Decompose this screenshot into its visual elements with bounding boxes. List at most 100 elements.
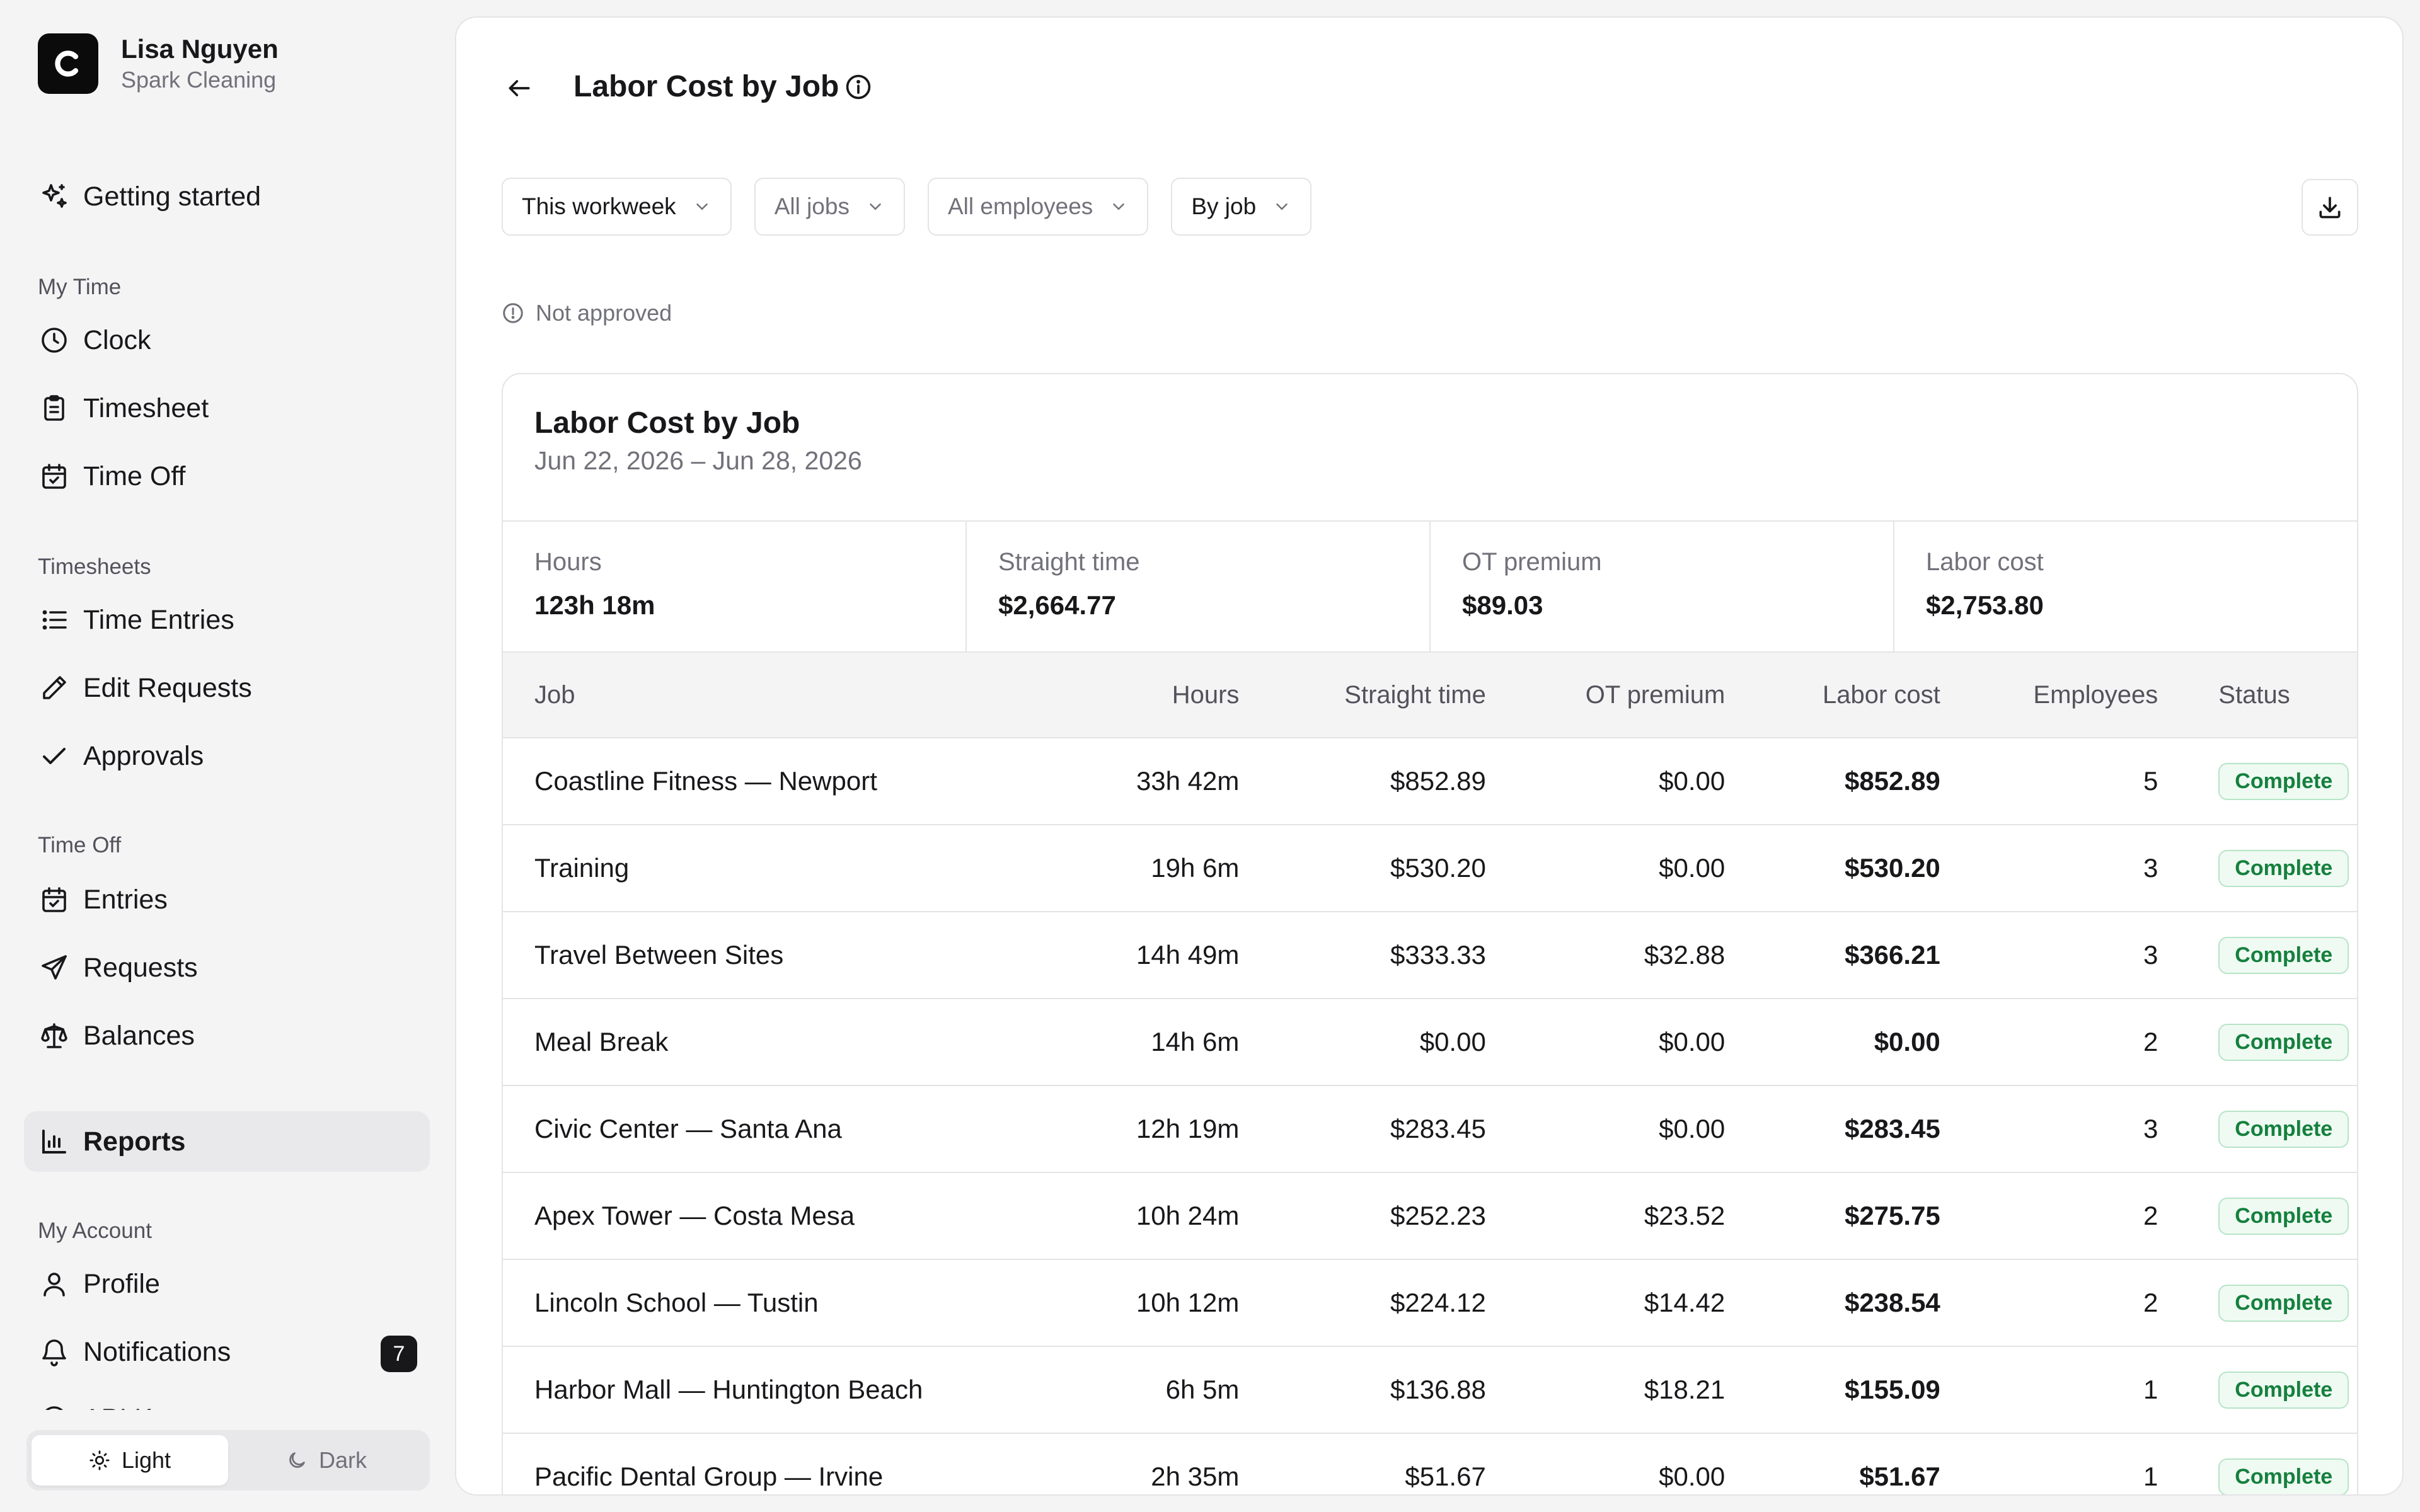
employees-cell: 2 [2143, 1288, 2158, 1317]
ot-premium-cell: $0.00 [1659, 853, 1726, 883]
table-header: Job Hours Straight time OT premium Labor… [503, 651, 2357, 738]
column-header-straight-time[interactable]: Straight time [1344, 680, 1486, 709]
table-row[interactable]: Pacific Dental Group — Irvine 2h 35m $51.6… [503, 1434, 2357, 1494]
table-row[interactable]: Meal Break 14h 6m $0.00 $0.00 $0.00 2 Complete [503, 999, 2357, 1086]
job-cell: Coastline Fitness — Newport [534, 766, 877, 796]
page-title: Labor Cost by Job [573, 70, 839, 103]
summary-label: Hours [534, 548, 602, 576]
theme-dark-button[interactable]: Dark [228, 1435, 425, 1486]
send-icon [38, 951, 71, 984]
nav-label: Requests [83, 952, 198, 983]
employees-cell: 3 [2143, 1114, 2158, 1143]
hours-cell: 14h 6m [1151, 1027, 1240, 1057]
labor-cost-cell: $366.21 [1844, 940, 1940, 970]
info-icon[interactable] [844, 73, 872, 101]
nav-approvals[interactable]: Approvals [24, 726, 430, 786]
status-badge: Complete [2218, 1197, 2349, 1235]
pencil-icon [38, 672, 71, 704]
summary-label: OT premium [1462, 548, 1602, 576]
scale-icon [38, 1019, 71, 1052]
download-button[interactable] [2302, 179, 2358, 236]
nav-entries[interactable]: Entries [24, 869, 430, 930]
column-header-ot-premium[interactable]: OT premium [1585, 680, 1726, 709]
theme-light-button[interactable]: Light [32, 1435, 228, 1486]
nav-balances[interactable]: Balances [24, 1005, 430, 1066]
hours-cell: 33h 42m [1136, 766, 1240, 796]
moon-icon [289, 1452, 305, 1468]
hours-cell: 10h 12m [1136, 1288, 1240, 1317]
period-filter[interactable]: This workweek [502, 178, 732, 236]
straight-time-cell: $252.23 [1390, 1201, 1486, 1230]
column-header-status[interactable]: Status [2218, 680, 2290, 709]
table-row[interactable]: Lincoln School — Tustin 10h 12m $224.12 $14… [503, 1260, 2357, 1347]
straight-time-cell: $136.88 [1390, 1375, 1486, 1404]
hours-cell: 10h 24m [1136, 1201, 1240, 1230]
summary-labor-cost: Labor cost $2,753.80 [1894, 522, 2357, 651]
group-by-filter[interactable]: By job [1171, 178, 1312, 236]
nav-notifications[interactable]: Notifications 7 [24, 1322, 430, 1382]
back-button[interactable] [502, 71, 537, 106]
status-cell: Complete [2158, 762, 2357, 800]
nav-time-entries[interactable]: Time Entries [24, 590, 430, 650]
table-row[interactable]: Apex Tower — Costa Mesa 10h 24m $252.23 $23… [503, 1173, 2357, 1260]
account-switcher[interactable]: Lisa Nguyen Spark Cleaning [38, 33, 279, 94]
straight-time-cell: $333.33 [1390, 940, 1486, 970]
table-row[interactable]: Training 19h 6m $530.20 $0.00 $530.20 3 Comple… [503, 825, 2357, 912]
employees-filter[interactable]: All employees [927, 178, 1149, 236]
summary-value: $89.03 [1462, 590, 1543, 620]
nav-label: API Keys [83, 1404, 195, 1411]
status-cell: Complete [2158, 1197, 2357, 1235]
column-header-labor-cost[interactable]: Labor cost [1823, 680, 1940, 709]
download-icon [2319, 197, 2341, 219]
job-cell: Civic Center — Santa Ana [534, 1114, 842, 1143]
section-time-off: Time Off [38, 833, 122, 857]
nav-label: Balances [83, 1020, 195, 1051]
theme-light-label: Light [121, 1447, 171, 1473]
chevron-down-icon [1113, 203, 1125, 210]
summary-stats: Hours 123h 18m Straight time $2,664.77 O… [503, 520, 2357, 651]
employees-cell: 2 [2143, 1027, 2158, 1057]
nav-clipped-item[interactable]: API Keys [24, 1397, 430, 1410]
nav-timesheet[interactable]: Timesheet [24, 378, 430, 438]
labor-cost-cell: $283.45 [1844, 1114, 1940, 1143]
job-cell: Travel Between Sites [534, 940, 784, 970]
nav-reports[interactable]: Reports [24, 1111, 430, 1172]
job-cell: Apex Tower — Costa Mesa [534, 1201, 855, 1230]
theme-toggle: Light Dark [26, 1430, 430, 1491]
approval-status-text: Not approved [536, 300, 672, 326]
employees-cell: 1 [2143, 1375, 2158, 1404]
nav-profile[interactable]: Profile [24, 1254, 430, 1314]
column-header-employees[interactable]: Employees [2033, 680, 2158, 709]
status-cell: Complete [2158, 1284, 2357, 1322]
status-badge: Complete [2218, 1110, 2349, 1148]
employees-cell: 3 [2143, 940, 2158, 970]
column-header-job[interactable]: Job [534, 680, 575, 709]
table-row[interactable]: Harbor Mall — Huntington Beach 6h 5m $136.… [503, 1347, 2357, 1434]
filter-bar: This workweek All jobs All employees By … [502, 178, 1334, 236]
chevron-down-icon [870, 203, 881, 210]
nav-label: Timesheet [83, 392, 209, 423]
nav-time-off[interactable]: Time Off [24, 446, 430, 507]
status-cell: Complete [2158, 1110, 2357, 1148]
bar-chart-icon [38, 1125, 71, 1158]
bell-icon [38, 1336, 71, 1368]
sun-icon [89, 1450, 110, 1470]
section-timesheets: Timesheets [38, 554, 151, 579]
table-row[interactable]: Travel Between Sites 14h 49m $333.33 $32.88… [503, 912, 2357, 999]
nav-clock[interactable]: Clock [24, 310, 430, 370]
table-row[interactable]: Coastline Fitness — Newport 33h 42m $852.8… [503, 738, 2357, 825]
column-header-hours[interactable]: Hours [1172, 680, 1240, 709]
clock-icon [38, 324, 71, 357]
user-name: Lisa Nguyen [121, 34, 279, 64]
list-icon [38, 604, 71, 636]
nav-edit-requests[interactable]: Edit Requests [24, 658, 430, 718]
nav-getting-started[interactable]: Getting started [24, 166, 430, 227]
nav-requests[interactable]: Requests [24, 937, 430, 998]
main-panel: Labor Cost by Job This workweek All jobs… [455, 16, 2404, 1496]
hours-cell: 2h 35m [1151, 1462, 1240, 1491]
table-row[interactable]: Civic Center — Santa Ana 12h 19m $283.45 $0… [503, 1086, 2357, 1173]
jobs-filter[interactable]: All jobs [754, 178, 905, 236]
status-badge: Complete [2218, 1284, 2349, 1322]
nav-label: Time Entries [83, 604, 234, 635]
check-icon [38, 740, 71, 772]
